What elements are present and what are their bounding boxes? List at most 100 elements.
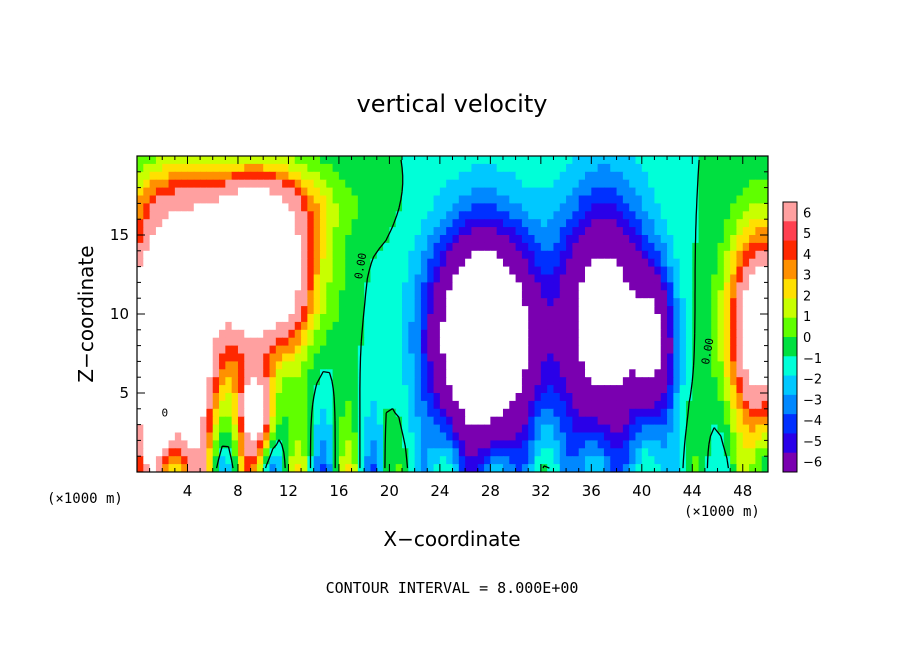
field-cell [540, 345, 548, 355]
field-cell [540, 179, 548, 189]
field-cell [357, 187, 365, 197]
field-cell [326, 235, 334, 244]
field-cell [559, 440, 567, 449]
field-cell [597, 314, 605, 323]
field-cell [395, 353, 403, 362]
field-cell [540, 369, 548, 378]
field-cell [635, 385, 643, 394]
field-cell [509, 424, 517, 434]
field-cell [553, 298, 561, 307]
field-cell [641, 456, 649, 465]
field-cell [749, 219, 756, 228]
field-cell [667, 274, 674, 283]
field-cell [528, 266, 536, 276]
contour-label: 0.00 [352, 252, 369, 280]
field-cell [572, 400, 580, 410]
field-cell [635, 353, 643, 362]
field-cell [629, 156, 637, 165]
field-cell [313, 203, 321, 212]
field-cell [578, 393, 586, 402]
field-cell [288, 156, 296, 165]
field-cell [685, 250, 693, 260]
field-cell [502, 195, 510, 204]
field-cell [515, 440, 523, 449]
field-cell [174, 448, 182, 457]
field-cell [263, 456, 271, 465]
field-cell [742, 377, 750, 386]
field-cell [502, 321, 510, 331]
field-cell [597, 377, 605, 386]
field-cell [667, 258, 674, 268]
field-cell [332, 416, 340, 426]
field-cell [761, 329, 768, 339]
field-cell [200, 377, 208, 386]
field-cell [547, 377, 555, 386]
field-cell [162, 258, 170, 268]
field-cell [427, 408, 435, 418]
field-cell [641, 369, 649, 378]
field-cell [521, 456, 529, 465]
field-cell [269, 448, 277, 457]
field-cell [667, 314, 674, 323]
field-cell [559, 314, 567, 323]
field-cell [307, 258, 315, 268]
field-cell [206, 361, 214, 370]
field-cell [591, 377, 599, 386]
field-cell [319, 171, 327, 181]
field-cell [395, 290, 403, 299]
field-cell [351, 211, 359, 220]
field-cell [553, 456, 561, 465]
field-cell [717, 440, 725, 449]
field-cell [414, 219, 422, 228]
field-cell [566, 464, 573, 472]
field-cell [667, 219, 674, 228]
field-cell [730, 432, 738, 441]
field-cell [263, 282, 271, 291]
field-cell [219, 393, 226, 402]
field-cell [685, 306, 693, 315]
field-cell [496, 258, 504, 268]
field-cell [679, 385, 687, 394]
field-cell [137, 203, 144, 212]
field-cell [566, 432, 573, 441]
field-cell [717, 306, 725, 315]
field-cell [761, 235, 768, 244]
field-cell [250, 187, 258, 197]
field-cell [534, 187, 542, 197]
field-cell [357, 408, 365, 418]
field-cell [389, 266, 397, 276]
field-cell [742, 282, 750, 291]
field-cell [275, 258, 283, 268]
field-cell [528, 171, 536, 181]
field-cell [692, 329, 700, 339]
field-cell [736, 227, 744, 236]
field-cell [269, 464, 277, 472]
field-cell [452, 195, 460, 204]
field-cell [679, 408, 687, 418]
field-cell [149, 385, 157, 394]
field-cell [200, 337, 208, 347]
field-cell [275, 171, 283, 181]
field-cell [383, 448, 390, 457]
field-cell [219, 400, 226, 410]
field-cell [200, 432, 208, 441]
field-cell [338, 266, 346, 276]
field-cell [704, 266, 712, 276]
field-cell [635, 156, 643, 165]
field-cell [427, 227, 435, 236]
field-cell [162, 211, 170, 220]
field-cell [685, 456, 693, 465]
field-cell [585, 416, 592, 426]
field-cell [420, 242, 428, 252]
field-cell [742, 195, 750, 204]
field-cell [389, 345, 397, 355]
field-cell [193, 393, 201, 402]
field-cell [370, 408, 378, 418]
field-cell [521, 369, 529, 378]
field-cell [313, 369, 321, 378]
field-cell [288, 163, 296, 173]
field-cell [502, 440, 510, 449]
field-cell [174, 298, 182, 307]
field-cell [685, 314, 693, 323]
field-cell [566, 329, 573, 339]
